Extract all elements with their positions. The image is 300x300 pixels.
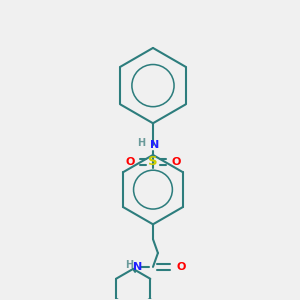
Text: S: S — [148, 155, 158, 168]
Text: N: N — [134, 262, 143, 272]
Text: H: H — [137, 138, 145, 148]
Text: H: H — [125, 260, 133, 270]
Text: N: N — [150, 140, 160, 150]
Text: O: O — [171, 157, 180, 167]
Text: O: O — [125, 157, 135, 167]
Text: O: O — [176, 262, 185, 272]
